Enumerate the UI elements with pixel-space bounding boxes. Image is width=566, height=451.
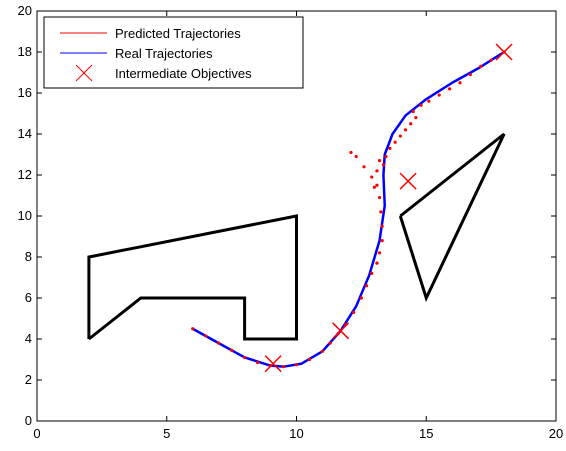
real-trajectory-line bbox=[192, 50, 505, 368]
predicted-point bbox=[375, 169, 379, 173]
legend-label-objective: Intermediate Objectives bbox=[115, 66, 252, 81]
predicted-point bbox=[320, 349, 325, 353]
predicted-point bbox=[388, 146, 392, 150]
predicted-point bbox=[414, 116, 418, 120]
markers-layer bbox=[264, 43, 513, 373]
predicted-point bbox=[419, 103, 423, 107]
predicted-point bbox=[403, 128, 408, 132]
predicted-point bbox=[381, 163, 386, 167]
predicted-point bbox=[370, 271, 374, 275]
y-tick-label: 0 bbox=[25, 413, 32, 428]
y-tick-label: 16 bbox=[18, 85, 32, 100]
predicted-point bbox=[377, 195, 382, 200]
predicted-point bbox=[393, 140, 397, 144]
y-tick-label: 10 bbox=[18, 208, 32, 223]
predicted-point bbox=[307, 357, 312, 362]
predicted-point bbox=[372, 185, 376, 189]
predicted-point bbox=[427, 99, 431, 103]
predicted-point bbox=[380, 239, 384, 243]
predicted-point bbox=[409, 122, 413, 126]
predicted-point bbox=[384, 154, 388, 159]
x-tick-label: 5 bbox=[163, 426, 170, 441]
x-tick-label: 0 bbox=[33, 426, 40, 441]
objective-marker bbox=[495, 43, 513, 61]
y-tick-label: 6 bbox=[25, 290, 32, 305]
predicted-point bbox=[359, 296, 363, 300]
predicted-point bbox=[354, 154, 358, 159]
y-tick-label: 12 bbox=[18, 167, 32, 182]
predicted-point bbox=[468, 72, 472, 77]
y-tick-label: 18 bbox=[18, 44, 32, 59]
predicted-point bbox=[281, 365, 286, 369]
x-tick-label: 15 bbox=[419, 426, 433, 441]
predicted-point bbox=[437, 93, 441, 97]
y-tick-label: 2 bbox=[25, 372, 32, 387]
predicted-point bbox=[398, 134, 402, 138]
predicted-point bbox=[377, 159, 382, 163]
predicted-point bbox=[230, 348, 234, 352]
predicted-point bbox=[362, 165, 366, 169]
predicted-point bbox=[411, 109, 415, 114]
ticks-layer: 0 5 10 15 20 0 2 4 6 8 10 12 14 16 18 20 bbox=[18, 3, 564, 441]
predicted-point bbox=[217, 341, 221, 345]
obstacle-right bbox=[398, 132, 506, 303]
objective-marker bbox=[399, 172, 417, 190]
predicted-point bbox=[380, 224, 384, 228]
predicted-point bbox=[448, 87, 452, 91]
objective-marker bbox=[332, 322, 350, 340]
predicted-point bbox=[191, 327, 195, 331]
y-tick-label: 4 bbox=[25, 331, 32, 346]
objective-marker bbox=[264, 355, 282, 373]
legend-swatch-objective bbox=[75, 64, 93, 82]
y-tick-label: 20 bbox=[18, 3, 32, 18]
predicted-point bbox=[351, 310, 356, 314]
predicted-point bbox=[375, 183, 379, 187]
predicted-point bbox=[379, 210, 383, 214]
x-tick-label: 20 bbox=[549, 426, 563, 441]
predicted-point bbox=[204, 334, 208, 338]
predicted-point bbox=[294, 363, 299, 367]
predicted-point bbox=[377, 251, 382, 255]
y-tick-label: 8 bbox=[25, 249, 32, 264]
legend-label-predicted: Predicted Trajectories bbox=[115, 26, 241, 41]
obstacle-left bbox=[87, 214, 298, 341]
predicted-point bbox=[489, 58, 493, 62]
y-tick-label: 14 bbox=[18, 126, 32, 141]
series-layer bbox=[191, 50, 506, 369]
predicted-point bbox=[243, 355, 247, 360]
legend: Predicted Trajectories Real Trajectories… bbox=[43, 16, 304, 89]
obstacles-layer bbox=[87, 132, 506, 341]
predicted-point bbox=[458, 81, 462, 85]
predicted-point bbox=[370, 175, 374, 179]
predicted-point bbox=[255, 360, 260, 365]
legend-label-real: Real Trajectories bbox=[115, 46, 213, 61]
predicted-point bbox=[328, 341, 332, 345]
predicted-point bbox=[349, 150, 353, 155]
x-tick-label: 10 bbox=[289, 426, 303, 441]
predicted-point bbox=[479, 64, 483, 68]
predicted-point bbox=[375, 261, 379, 265]
predicted-point bbox=[364, 284, 369, 288]
